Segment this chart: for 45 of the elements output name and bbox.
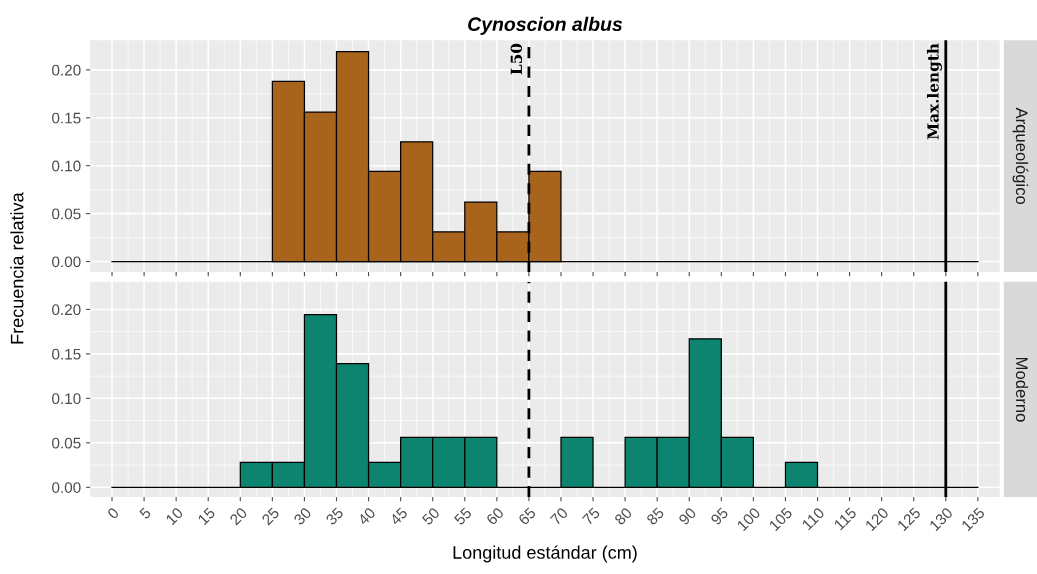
ref-line-label: L50 [510, 43, 523, 75]
x-tick-label: 0 [106, 506, 120, 520]
x-tick-label: 75 [581, 506, 601, 526]
x-tick-label: 55 [453, 506, 473, 526]
x-tick-label: 110 [801, 506, 826, 531]
x-tick-label: 25 [261, 506, 280, 526]
x-tick-label: 70 [549, 506, 569, 526]
x-tick-label: 60 [485, 506, 505, 526]
x-tick-label: 80 [613, 506, 633, 526]
x-tick-label: 20 [229, 506, 248, 526]
y-tick-label: 0.20 [52, 304, 81, 316]
x-axis-title: Longitud estándar (cm) [453, 545, 637, 563]
y2-axis-title: Moderno [1015, 357, 1029, 422]
y-tick-label: 0.05 [52, 208, 81, 220]
x-tick-label: 115 [833, 506, 858, 531]
x-tick-label: 30 [293, 506, 312, 526]
x-tick-label: 100 [736, 506, 761, 532]
x-tick-label: 15 [197, 506, 216, 526]
y-tick-label: 0.10 [52, 160, 81, 172]
x-tick-label: 85 [645, 506, 665, 526]
x-tick-label: 35 [325, 506, 344, 526]
y2-axis-title: Arqueológico [1012, 107, 1029, 205]
y-tick-label: 0.05 [52, 437, 81, 449]
x-tick-label: 5 [138, 506, 152, 520]
x-tick-label: 130 [928, 506, 954, 532]
chart-title: Cynoscion albus [468, 16, 623, 35]
x-tick-label: 90 [678, 506, 697, 526]
x-tick-label: 65 [517, 506, 537, 526]
x-tick-label: 125 [896, 506, 922, 532]
y-tick-label: 0.10 [52, 393, 81, 405]
x-tick-label: 105 [768, 506, 793, 532]
y-axis-title: Frecuencia relativa [10, 192, 24, 344]
x-tick-label: 50 [421, 506, 441, 526]
y-tick-label: 0.15 [52, 112, 81, 124]
x-tick-label: 10 [165, 506, 184, 526]
y-tick-label: 0.00 [52, 482, 81, 493]
x-tick-label: 95 [710, 506, 729, 526]
x-tick-label: 135 [960, 506, 986, 532]
ref-line-label: Max.length [926, 43, 942, 140]
y-tick-label: 0.15 [52, 348, 81, 360]
y-tick-label: 0.00 [52, 256, 81, 268]
y-tick-label: 0.20 [52, 64, 81, 76]
x-tick-label: 45 [389, 506, 409, 526]
x-tick-label: 120 [864, 506, 890, 532]
x-tick-label: 40 [357, 506, 377, 526]
